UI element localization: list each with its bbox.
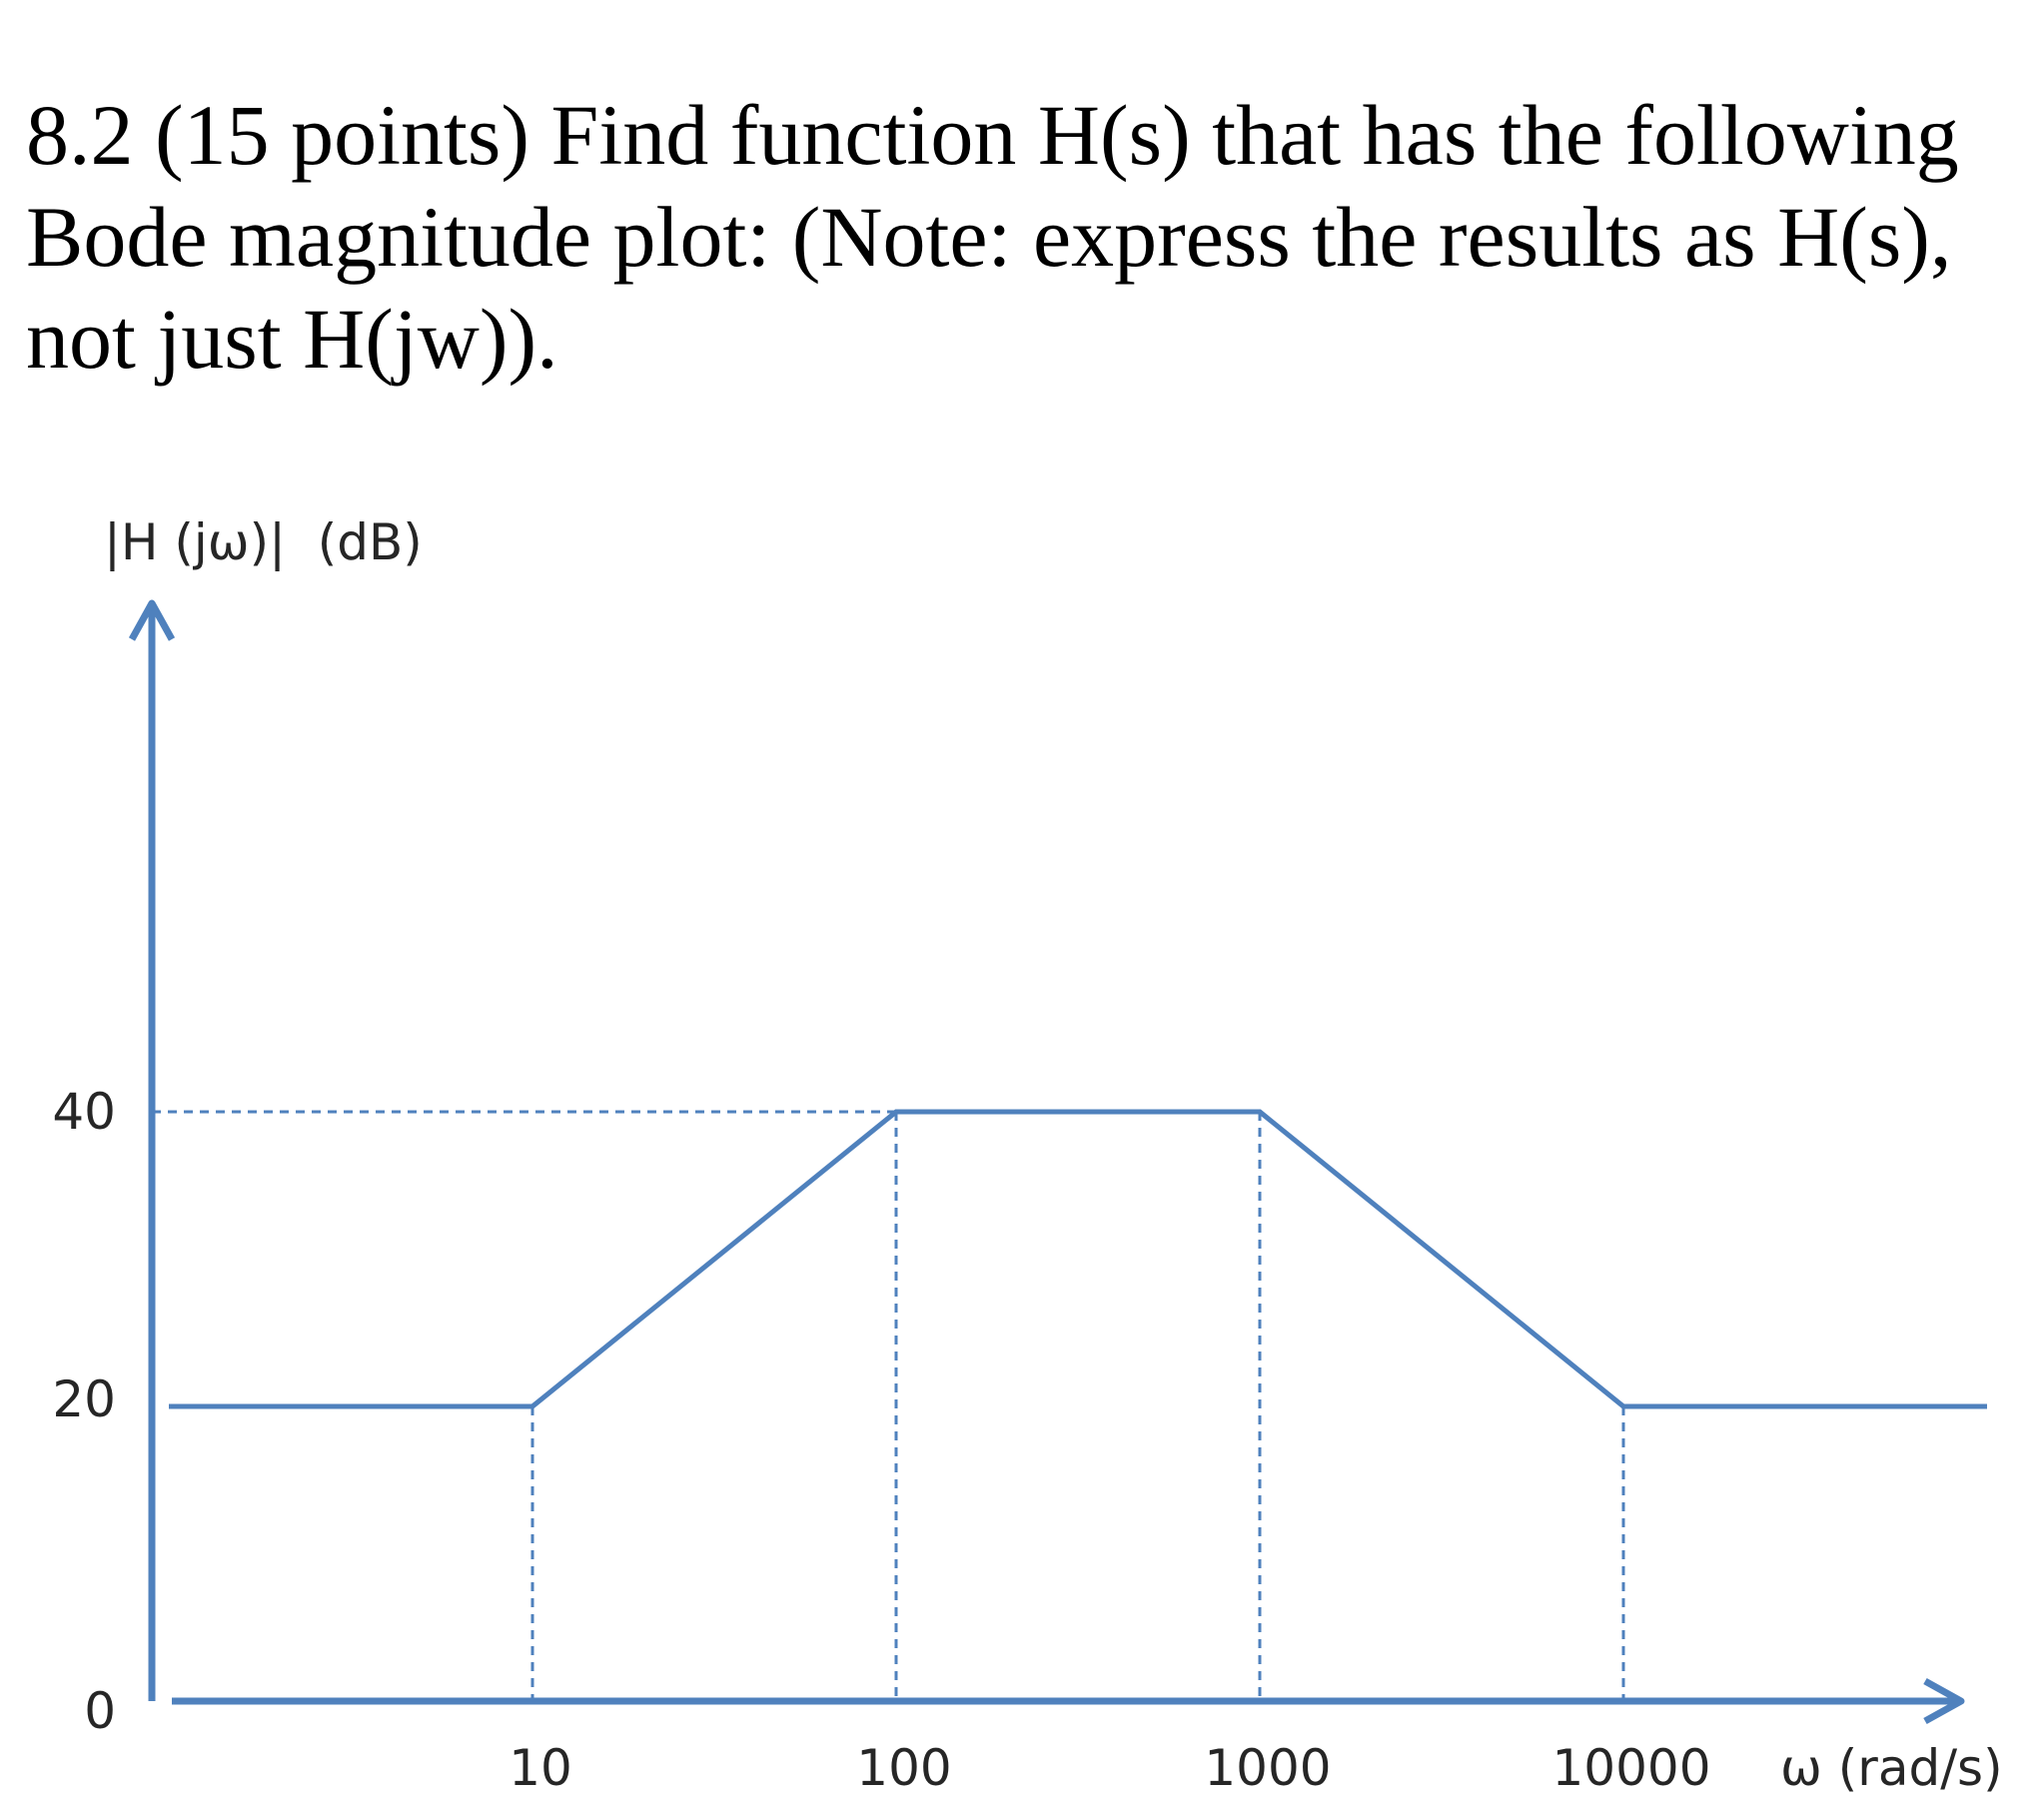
- question-line-3: not just H(jw)).: [26, 291, 558, 387]
- axis-labels: |H (jω)| (dB) ω (rad/s): [104, 513, 2003, 1797]
- question-text: 8.2 (15 points) Find function H(s) that …: [26, 84, 2024, 390]
- x-tick-label-10: 10: [509, 1739, 572, 1797]
- question-line-1: 8.2 (15 points) Find function H(s) that …: [26, 87, 1959, 183]
- axes: [128, 599, 1965, 1725]
- x-tick-label-100: 100: [856, 1739, 951, 1797]
- series: [169, 1109, 1987, 1409]
- x-axis-arrow: [1923, 1677, 1965, 1725]
- y-axis-label: |H (jω)| (dB): [104, 513, 423, 571]
- y-tick-label-0: 0: [84, 1682, 116, 1740]
- x-tick-label-10000: 10000: [1551, 1739, 1710, 1797]
- x-tick-label-1000: 1000: [1204, 1739, 1331, 1797]
- question-line-2: Bode magnitude plot: (Note: express the …: [26, 189, 1952, 285]
- reference-lines: [152, 1110, 1625, 1701]
- tick-labels: 10 100 1000 10000 0 20 40: [52, 1083, 1710, 1797]
- magnitude-line-0: [169, 1109, 1987, 1409]
- x-axis-label: ω (rad/s): [1780, 1739, 2003, 1797]
- y-axis-arrow: [128, 599, 176, 641]
- y-tick-label-40: 40: [52, 1083, 116, 1141]
- y-tick-label-20: 20: [52, 1370, 116, 1428]
